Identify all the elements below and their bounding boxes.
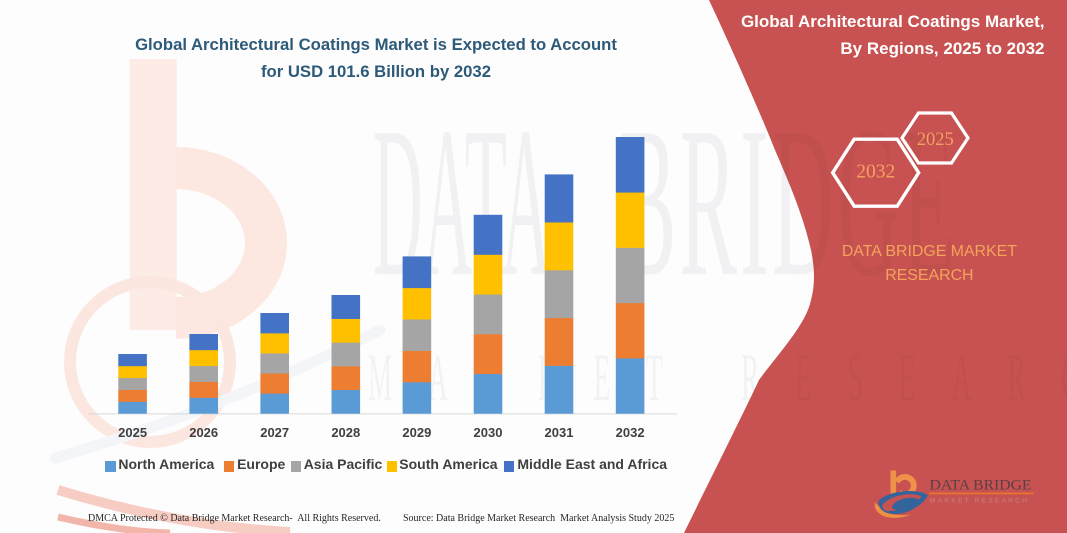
svg-text:2025: 2025 xyxy=(917,130,954,150)
svg-text:DATA BRIDGE: DATA BRIDGE xyxy=(930,476,1032,493)
svg-text:DATA: DATA xyxy=(373,83,551,321)
svg-text:MARKET RESEARCH: MARKET RESEARCH xyxy=(930,498,1029,505)
svg-text:2032: 2032 xyxy=(856,162,895,183)
